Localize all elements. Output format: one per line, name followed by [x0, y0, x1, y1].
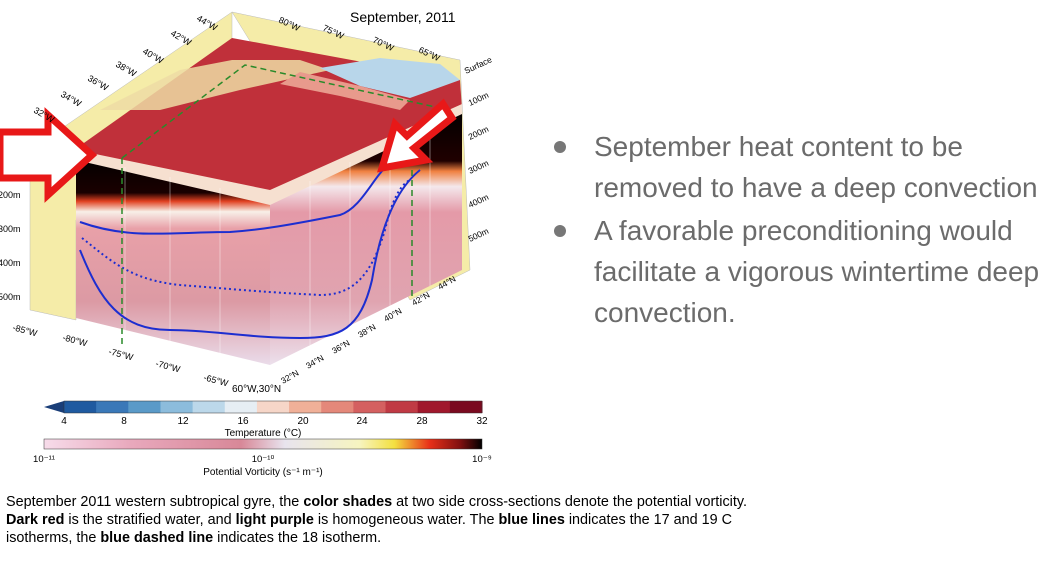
- depth-label-left: 500m: [0, 292, 21, 302]
- caption-text: indicates the 18 isotherm.: [213, 530, 382, 546]
- depth-label-right: Surface: [463, 54, 494, 76]
- caption-bold: Dark red: [6, 512, 65, 528]
- temp-color-swatch: [417, 401, 451, 413]
- temp-tick: 8: [121, 416, 127, 427]
- bullet-dot: [554, 225, 566, 237]
- temp-color-swatch: [289, 401, 322, 413]
- temp-color-swatch: [96, 401, 129, 413]
- depth-label-left: 200m: [0, 190, 21, 200]
- isotherm-17: [79, 169, 421, 340]
- bullet-item: September heat content to be removed to …: [548, 126, 1042, 208]
- temperature-colorbar-label: Temperature (°C): [225, 428, 302, 439]
- colorbar-min-extension: [44, 401, 64, 413]
- pv-tick-left: 10⁻¹¹: [33, 454, 55, 465]
- pv-colorbar-label: Potential Vorticity (s⁻¹ m⁻¹): [203, 467, 322, 478]
- bullet-list: September heat content to be removed to …: [548, 126, 1042, 335]
- bullet-text: A favorable preconditioning would facili…: [594, 215, 1040, 328]
- temp-tick: 16: [237, 416, 249, 427]
- lat-label-bottom: 40°N: [382, 306, 403, 324]
- pv-tick-mid: 10⁻¹⁰: [252, 454, 275, 465]
- bullet-item: A favorable preconditioning would facili…: [548, 210, 1042, 333]
- bullet-text: September heat content to be removed to …: [594, 131, 1038, 203]
- temp-color-swatch: [256, 401, 290, 413]
- temp-color-swatch: [64, 401, 97, 413]
- caption-text: is the stratified water, and: [64, 512, 236, 528]
- lat-label-bottom: 38°N: [356, 322, 377, 340]
- lon-label-bottom: -85°W: [11, 322, 38, 338]
- temp-color-swatch: [192, 401, 226, 413]
- caption-bold: light purple: [235, 512, 314, 528]
- lat-label-bottom: 32°N: [279, 368, 300, 386]
- caption-text: at two side cross-sections denote the po…: [392, 494, 747, 510]
- figure-title: September, 2011: [350, 9, 456, 25]
- temp-tick: 24: [356, 416, 368, 427]
- caption-bold: blue lines: [498, 512, 565, 528]
- ocean-3d-figure: September, 2011 44°W 42°W 40°W 38°W 36°W…: [0, 9, 494, 478]
- lon-label-bottom: -80°W: [61, 332, 88, 348]
- temp-color-swatch: [321, 401, 354, 413]
- grid-lines: [124, 125, 431, 353]
- lon-label-top: 34°W: [59, 89, 84, 109]
- lon-label-top: 38°W: [114, 59, 139, 79]
- temp-tick: 12: [177, 416, 189, 427]
- lon-label-bottom: -75°W: [107, 346, 134, 362]
- temp-tick: 4: [61, 416, 67, 427]
- temperature-colorbar: 4 8 12 16 20 24 28 32 Temperature (°C): [44, 400, 488, 439]
- left-cross-section: [76, 155, 270, 365]
- pv-colorbar: 10⁻¹¹ 10⁻¹⁰ 10⁻⁹ Potential Vorticity (s⁻…: [33, 438, 492, 478]
- right-cross-section: [270, 110, 462, 365]
- temp-tick: 32: [476, 416, 488, 427]
- left-red-arrow: [0, 107, 98, 203]
- isotherm-18-dashed: [81, 179, 411, 297]
- temp-color-swatch: [224, 401, 258, 413]
- caption-text: September 2011 western subtropical gyre,…: [6, 494, 304, 510]
- temp-color-swatch: [160, 401, 194, 413]
- lon-label-bottom: -70°W: [154, 358, 181, 374]
- warm-gradient-region: [280, 72, 410, 110]
- lon-label-top: 36°W: [86, 73, 111, 93]
- caption-text: indicates the 17 and 19 C isotherms, the: [6, 512, 733, 546]
- lat-label-bottom: 36°N: [330, 338, 351, 356]
- right-red-arrow: [377, 98, 457, 173]
- depth-label-right: 500m: [467, 226, 490, 244]
- depth-label-left: 400m: [0, 258, 21, 268]
- green-dashed-box: [121, 64, 441, 345]
- lat-label-bottom: 34°N: [304, 353, 325, 371]
- caption-bold: blue dashed line: [100, 530, 214, 546]
- bullet-dot: [554, 141, 566, 153]
- temp-color-swatch: [385, 401, 419, 413]
- depth-label-right: 200m: [467, 124, 490, 142]
- temp-color-swatch: [128, 401, 161, 413]
- pv-tick-right: 10⁻⁹: [472, 454, 492, 465]
- depth-label-right: 100m: [467, 90, 490, 108]
- depth-label-left: 300m: [0, 224, 21, 234]
- depth-label-right: 400m: [467, 192, 490, 210]
- temp-tick: 28: [416, 416, 428, 427]
- mixed-layer-cap: [76, 104, 462, 205]
- coastline-land: [100, 60, 330, 110]
- lon-label-bottom: -65°W: [202, 372, 229, 388]
- cold-water-region: [320, 58, 460, 98]
- isotherm-19: [79, 157, 411, 235]
- depth-label-right: 300m: [467, 158, 490, 176]
- caption-text: is homogeneous water. The: [313, 512, 499, 528]
- temp-tick: 20: [297, 416, 309, 427]
- temp-color-swatch: [353, 401, 387, 413]
- caption-bold: color shades: [303, 494, 393, 510]
- temp-color-swatch: [449, 401, 483, 413]
- figure-caption: September 2011 western subtropical gyre,…: [6, 493, 766, 547]
- corner-label: 60°W,30°N: [232, 384, 281, 395]
